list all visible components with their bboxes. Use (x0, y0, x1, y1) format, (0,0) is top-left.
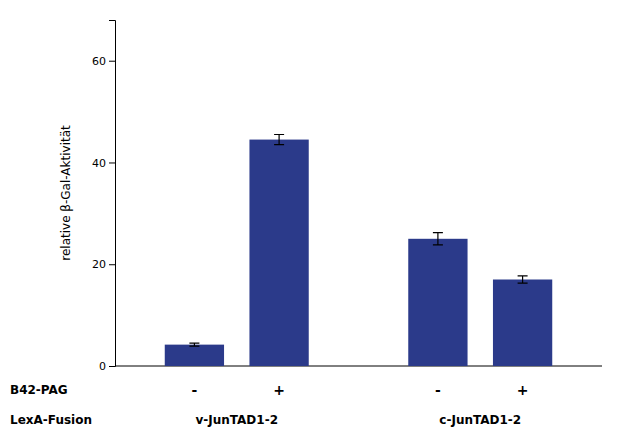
row-label: B42-PAG (10, 383, 68, 397)
y-tick-mark (109, 61, 115, 62)
error-bar (518, 276, 528, 283)
bar (249, 140, 308, 366)
bar (493, 280, 552, 367)
y-axis-line (109, 21, 116, 367)
y-tick-label: 60 (92, 55, 106, 68)
category-label: - (191, 382, 197, 398)
chart: 0 20 40 60 relative β-Gal-Aktivität B42-PAG Le… (0, 0, 622, 446)
y-tick-mark (109, 264, 115, 265)
bar (165, 345, 224, 366)
bar (408, 239, 467, 366)
y-tick: 20 (92, 258, 115, 271)
marks (165, 134, 552, 366)
y-axis-title: relative β-Gal-Aktivität (59, 125, 73, 261)
plot: 0 20 40 60 relative β-Gal-Aktivität B42-PAG Le… (10, 21, 602, 428)
y-tick-label: 20 (92, 258, 106, 271)
y-axis: 0 20 40 60 (92, 21, 116, 374)
category-label: - (435, 382, 441, 398)
error-bar (274, 134, 284, 144)
y-tick-label: 40 (92, 156, 106, 169)
category-label: + (273, 382, 285, 398)
chart-container: 0 20 40 60 relative β-Gal-Aktivität B42-PAG Le… (0, 0, 622, 446)
group-label: c-JunTAD1-2 (439, 413, 521, 427)
y-tick-label: 0 (99, 360, 106, 373)
y-tick: 40 (92, 156, 115, 169)
error-bar (189, 343, 199, 346)
category-label: + (517, 382, 529, 398)
y-tick-mark (109, 366, 115, 367)
row-label: LexA-Fusion (10, 413, 92, 427)
y-tick-mark (109, 162, 115, 163)
y-tick: 60 (92, 55, 115, 68)
y-tick: 0 (99, 360, 115, 373)
group-label: v-JunTAD1-2 (195, 413, 278, 427)
error-bar (433, 233, 443, 245)
